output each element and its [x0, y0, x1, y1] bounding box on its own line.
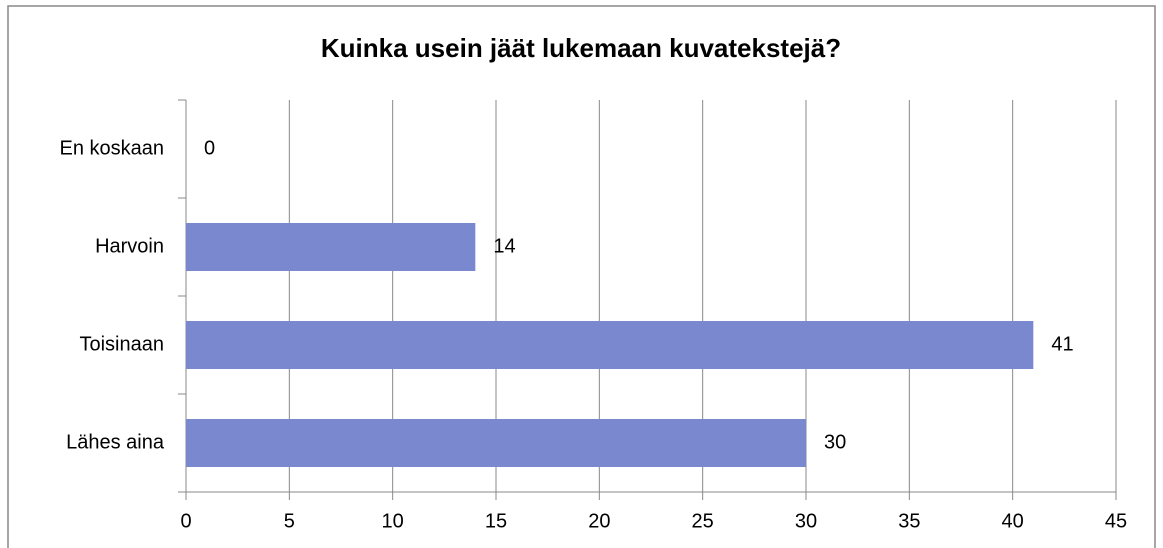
x-tick-label: 20	[588, 510, 610, 532]
x-tick-label: 10	[382, 510, 404, 532]
y-tick-label: Harvoin	[95, 235, 164, 257]
chart-title: Kuinka usein jäät lukemaan kuvatekstejä?	[321, 33, 841, 63]
bar	[186, 419, 806, 467]
value-label: 14	[493, 235, 515, 257]
x-tick-label: 0	[180, 510, 191, 532]
x-tick-label: 30	[795, 510, 817, 532]
x-tick-label: 40	[1002, 510, 1024, 532]
x-tick-label: 15	[485, 510, 507, 532]
y-tick-label: Lähes aina	[66, 431, 165, 453]
value-label: 41	[1051, 333, 1073, 355]
x-tick-label: 5	[284, 510, 295, 532]
x-tick-label: 35	[898, 510, 920, 532]
bar	[186, 321, 1034, 369]
value-label: 30	[824, 431, 846, 453]
x-tick-label: 45	[1105, 510, 1127, 532]
x-tick-label: 25	[692, 510, 714, 532]
bar	[186, 223, 476, 271]
value-label: 0	[204, 137, 215, 159]
y-tick-label: Toisinaan	[79, 333, 164, 355]
y-tick-label: En koskaan	[59, 137, 164, 159]
